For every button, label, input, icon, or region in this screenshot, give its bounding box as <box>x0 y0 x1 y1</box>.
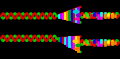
Circle shape <box>76 44 80 46</box>
Circle shape <box>75 48 79 50</box>
Circle shape <box>74 11 79 13</box>
Circle shape <box>73 40 78 42</box>
Circle shape <box>76 14 81 16</box>
Circle shape <box>75 18 79 20</box>
